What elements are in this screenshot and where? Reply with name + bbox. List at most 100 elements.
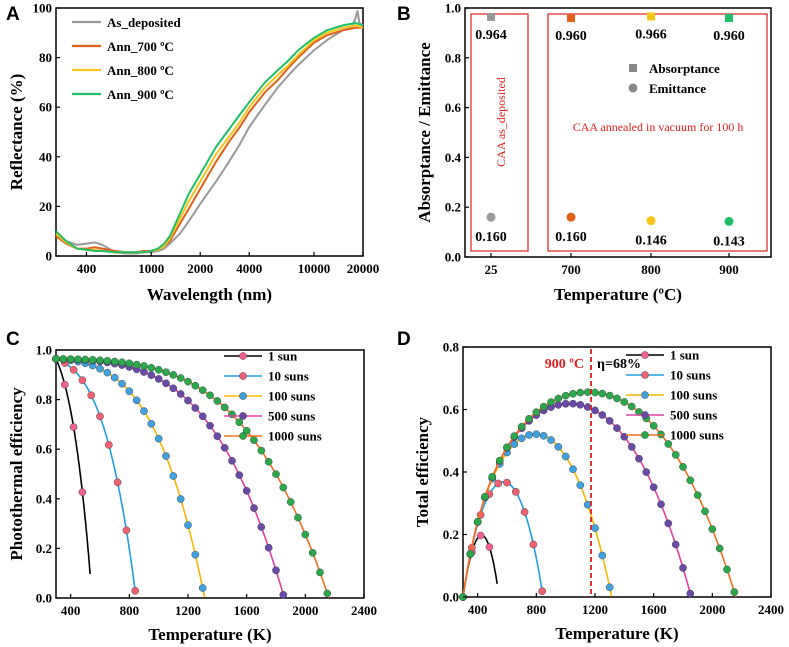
panel-d-legend-marker-3 xyxy=(641,411,649,419)
panel-c-point-2-13 xyxy=(147,419,156,428)
panel-c-point-4-27 xyxy=(250,436,258,445)
panel-c-legend-label-0: 1 sun xyxy=(268,349,298,364)
panel-c-point-2-7 xyxy=(103,368,112,377)
panel-c-point-4-26 xyxy=(242,426,251,435)
panel-d-point-4-26 xyxy=(649,421,658,430)
panel-d-series-line-1 xyxy=(462,480,544,598)
panel-d-eta-label: η=68% xyxy=(597,357,641,372)
panel-d-legend-marker-2 xyxy=(641,391,649,399)
panel-c-point-4-15 xyxy=(162,368,170,377)
panel-d-point-3-23 xyxy=(627,443,636,451)
panel-b-emittance-label-1: 0.160 xyxy=(555,230,587,245)
panel-d-point-2-15 xyxy=(569,465,577,474)
panel-d-point-3-31 xyxy=(686,589,695,598)
panel-c-xtick-label-0: 400 xyxy=(61,603,81,618)
panel-d-point-3-20 xyxy=(605,417,614,425)
panel-d-point-4-9 xyxy=(525,414,533,423)
panel-c-point-1-4 xyxy=(87,391,95,400)
panel-b-chart: CAA as_deposited CAA annealed in vacuum f… xyxy=(415,1,772,304)
panel-d-point-3-14 xyxy=(561,399,570,408)
panel-c-point-4-33 xyxy=(294,513,302,522)
panel-c-legend-marker-1 xyxy=(239,372,247,380)
panel-b-box-right xyxy=(547,13,768,252)
panel-c-legend-marker-4 xyxy=(239,432,247,440)
panel-c-point-4-37 xyxy=(323,589,332,598)
panel-d-legend-marker-0 xyxy=(641,351,649,359)
panel-a-frame xyxy=(55,7,364,257)
panel-d-point-4-16 xyxy=(576,388,585,397)
panel-c-point-3-27 xyxy=(250,504,258,512)
panel-c-point-4-34 xyxy=(301,530,310,539)
panel-c-point-4-4 xyxy=(81,355,90,364)
panel-a-xtick-label-0: 400 xyxy=(77,261,97,276)
panel-d-series-line-3 xyxy=(462,402,692,598)
panel-c-point-3-13 xyxy=(147,371,156,380)
panel-b-emittance-label-0: 0.160 xyxy=(475,230,507,245)
panel-d-ytick-label-0: 0.0 xyxy=(443,590,459,605)
panel-b-absorptance-label-3: 0.960 xyxy=(713,29,745,44)
panel-b-emittance-point-0 xyxy=(486,212,496,222)
panel-a-ytick-label-1: 20 xyxy=(39,199,52,214)
panel-d-point-4-21 xyxy=(613,394,621,403)
panel-c-point-4-22 xyxy=(213,397,222,405)
panel-b-box-left xyxy=(470,13,529,252)
panel-d-ytick-label-2: 0.4 xyxy=(443,465,460,480)
panel-a-xtick-label-5: 20000 xyxy=(347,261,380,276)
panel-d-point-3-25 xyxy=(642,468,651,476)
panel-c-point-4-23 xyxy=(220,403,229,412)
panel-d-point-2-9 xyxy=(525,431,533,439)
panel-c-ytick-label-0: 0.0 xyxy=(36,591,52,606)
panel-d-point-1-5 xyxy=(503,478,511,487)
panel-d-point-4-34 xyxy=(708,525,717,533)
panel-d-xtick-label-2: 1200 xyxy=(582,602,608,617)
panel-c-point-4-31 xyxy=(279,483,288,492)
panel-c-point-4-29 xyxy=(264,457,273,466)
panel-d-legend-label-3: 500 suns xyxy=(670,408,717,423)
panel-d-point-3-30 xyxy=(679,564,687,572)
panel-d-ylabel: Total efficiency xyxy=(413,416,432,527)
panel-d-legend-label-0: 1 sun xyxy=(670,348,700,363)
panel-d-point-4-31 xyxy=(686,476,695,485)
panel-c-point-1-3 xyxy=(78,376,87,385)
panel-d-point-3-21 xyxy=(613,424,621,432)
panel-d-legend-marker-1 xyxy=(641,371,649,379)
panel-d-xtick-label-5: 2400 xyxy=(758,602,784,617)
panel-d-point-4-7 xyxy=(510,432,519,440)
panel-b-legend-label-1: Emittance xyxy=(649,81,706,96)
panel-c-point-4-5 xyxy=(88,355,97,364)
panel-d-point-4-11 xyxy=(539,402,548,411)
panel-c-point-0-1 xyxy=(61,380,69,389)
panel-d-legend-label-4: 1000 suns xyxy=(670,428,724,443)
panel-c-point-3-24 xyxy=(228,456,236,465)
panel-c-point-1-2 xyxy=(69,365,78,374)
panel-d-xlabel: Temperature (K) xyxy=(555,624,678,643)
panel-a-ylabel: Reflectance (%) xyxy=(7,74,26,191)
panel-d-point-3-19 xyxy=(598,411,607,419)
panel-d-series-line-2 xyxy=(462,433,613,598)
panel-d-point-4-2 xyxy=(473,517,482,526)
panel-c-ytick-label-1: 0.2 xyxy=(36,541,52,556)
panel-c-point-2-6 xyxy=(96,364,104,373)
panel-c-point-3-21 xyxy=(206,421,214,430)
panel-b-emittance-point-3 xyxy=(724,216,734,226)
panel-a-ytick-label-0: 0 xyxy=(46,249,53,264)
panel-c-point-4-17 xyxy=(176,374,185,382)
panel-c-point-2-17 xyxy=(176,495,185,503)
panel-c-point-3-23 xyxy=(220,443,229,452)
panel-c-point-1-9 xyxy=(131,587,139,595)
panel-b-legend-marker-1 xyxy=(628,83,638,93)
panel-b-ytick-label-2: 0.4 xyxy=(445,150,462,165)
panel-c-series-line-0 xyxy=(55,358,91,575)
panel-c-point-0-2 xyxy=(69,423,78,431)
panel-c-point-3-31 xyxy=(279,591,288,599)
panel-d-point-2-12 xyxy=(547,436,555,444)
panel-d-point-1-9 xyxy=(538,587,547,596)
panel-d-point-4-28 xyxy=(664,440,673,448)
panel-c-point-4-3 xyxy=(74,355,82,364)
panel-c-point-3-22 xyxy=(213,432,222,441)
panel-d-point-2-18 xyxy=(591,524,599,532)
panel-d-point-2-19 xyxy=(598,551,607,560)
panel-a-legend-label-1: Ann_700 ºC xyxy=(107,39,174,54)
panel-b-xlabel: Temperature (ºC) xyxy=(554,285,682,304)
